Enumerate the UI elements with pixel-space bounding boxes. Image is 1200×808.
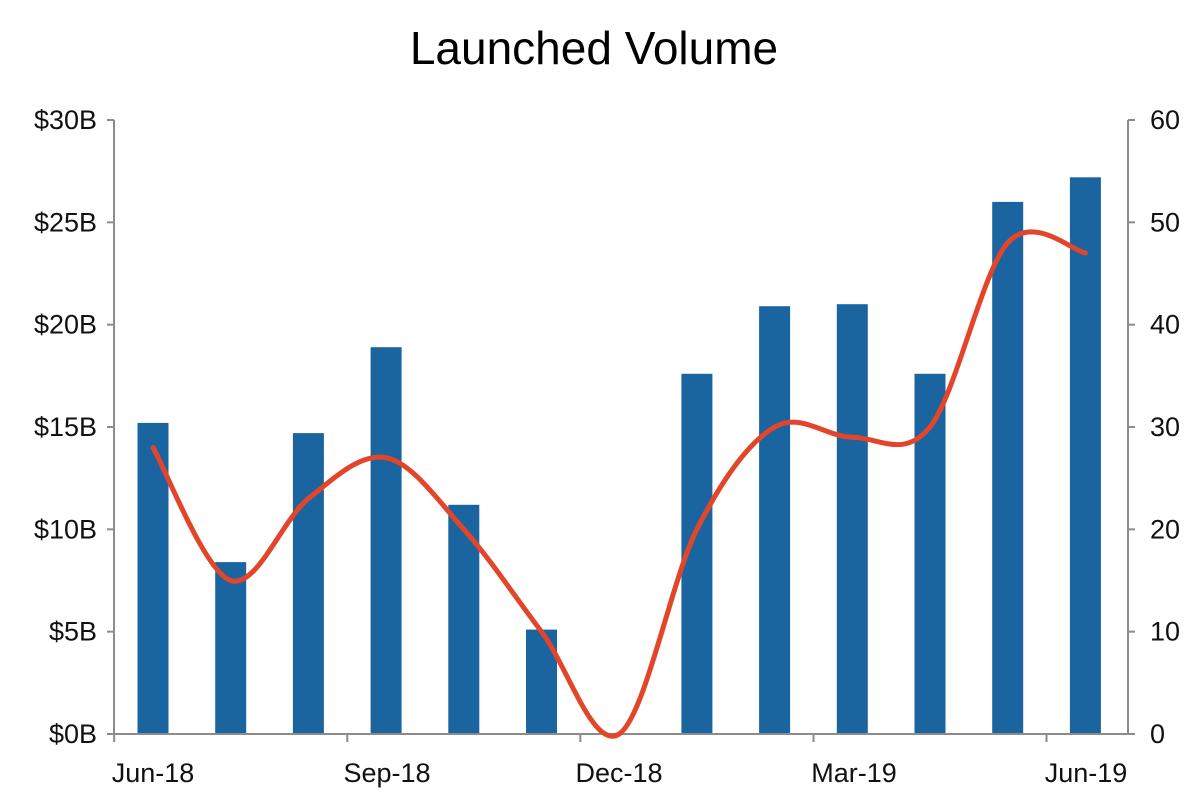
right-tick-label: 10 bbox=[1150, 617, 1180, 647]
right-tick-label: 20 bbox=[1150, 514, 1180, 544]
right-tick-label: 60 bbox=[1150, 105, 1180, 135]
x-tick-label: Jun-19 bbox=[1045, 758, 1128, 788]
x-tick-label: Dec-18 bbox=[575, 758, 662, 788]
bar-Jun-19 bbox=[1069, 177, 1101, 735]
right-tick-label: 50 bbox=[1150, 207, 1180, 237]
bar-series bbox=[137, 177, 1101, 735]
x-tick-label: Sep-18 bbox=[343, 758, 430, 788]
left-tick-label: $15B bbox=[34, 412, 97, 442]
left-tick-label: $25B bbox=[34, 207, 97, 237]
x-tick-label: Jun-18 bbox=[112, 758, 195, 788]
left-tick-label: $10B bbox=[34, 514, 97, 544]
axes bbox=[107, 119, 1135, 742]
bar-Aug-18 bbox=[292, 433, 324, 734]
deal-count-line bbox=[150, 229, 1088, 739]
chart-title: Launched Volume bbox=[410, 22, 778, 74]
left-tick-label: $0B bbox=[49, 719, 97, 749]
bar-Sep-18 bbox=[370, 347, 402, 734]
left-tick-label: $20B bbox=[34, 310, 97, 340]
right-tick-label: 0 bbox=[1150, 719, 1165, 749]
bar-Jun-18 bbox=[137, 422, 169, 734]
bar-Mar-19 bbox=[836, 304, 868, 734]
bar-Feb-19 bbox=[759, 306, 791, 734]
x-tick-label: Mar-19 bbox=[811, 758, 897, 788]
line-series bbox=[150, 229, 1088, 739]
right-tick-label: 40 bbox=[1150, 310, 1180, 340]
bar-Apr-19 bbox=[914, 373, 946, 734]
bar-May-19 bbox=[992, 201, 1024, 734]
right-tick-label: 30 bbox=[1150, 412, 1180, 442]
left-tick-label: $5B bbox=[49, 617, 97, 647]
tick-labels: $0B $5B $10B $15B $20B $25B $30B 0 10 20 30 40 50 60 J… bbox=[34, 105, 1180, 788]
bar-Jul-18 bbox=[215, 562, 247, 734]
left-tick-label: $30B bbox=[34, 105, 97, 135]
